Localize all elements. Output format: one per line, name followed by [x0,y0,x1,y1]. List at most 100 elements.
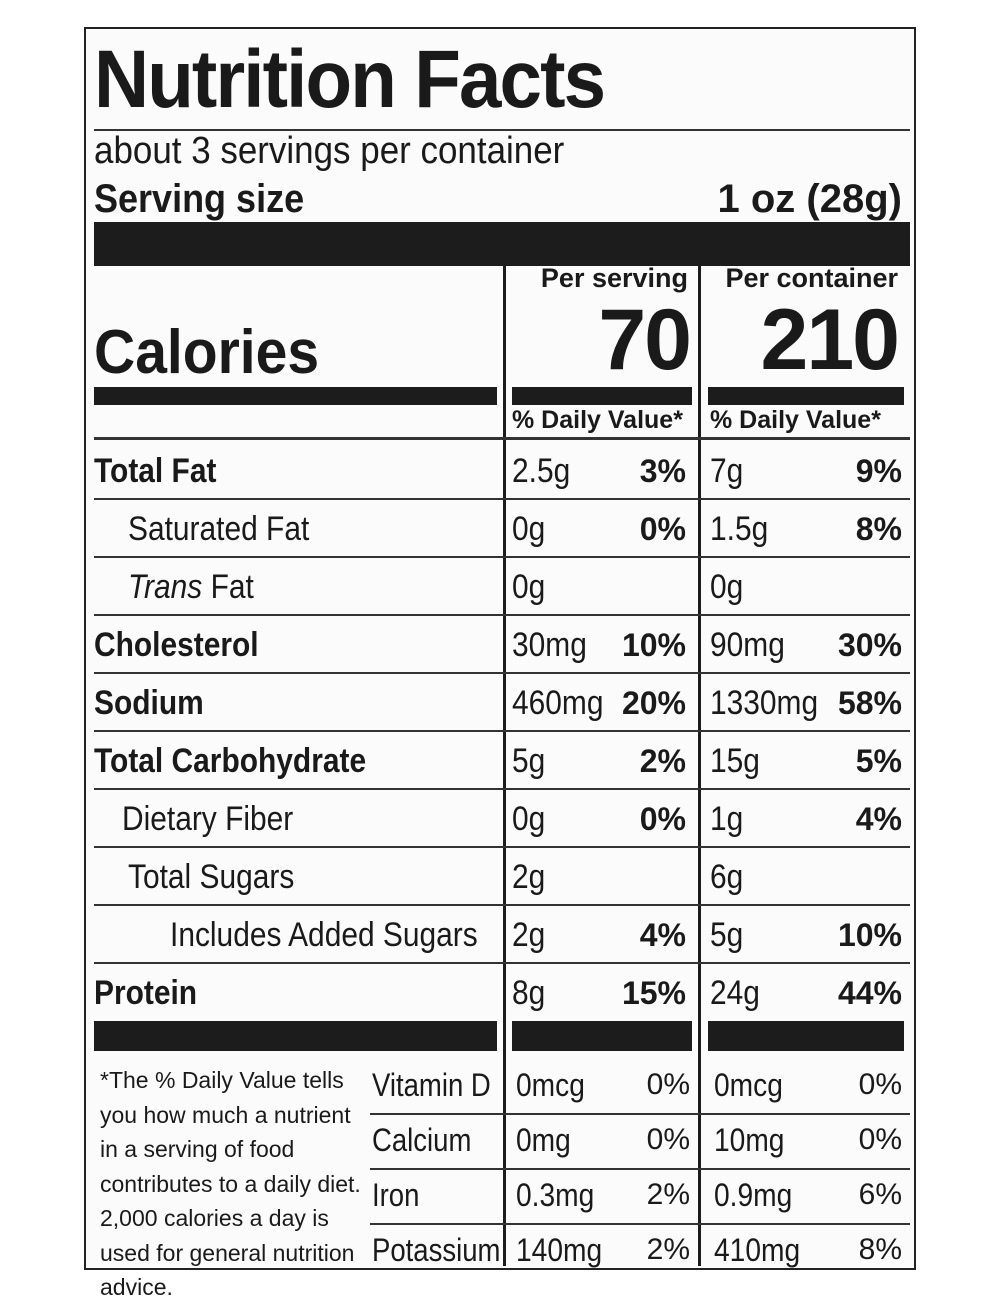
container-daily-value: 58% [837,685,902,721]
serving-amount: 0g [512,510,546,548]
row-divider [94,556,910,558]
nutrient-label: Trans Fat [128,567,254,607]
container-amount: 1g [710,800,744,838]
serving-daily-value: 20% [621,685,686,721]
serving-amount: 30mg [512,626,587,664]
container-daily-value: 30% [837,627,902,663]
serving-amount: 8g [512,974,546,1012]
container-amount: 1.5g [710,510,769,548]
thick-bar-bottom-label [94,1021,497,1051]
nutrient-label: Protein [94,973,197,1013]
vitamin-row-divider [370,1223,910,1225]
calories-per-serving: 70 [598,292,692,388]
thick-bar-top [94,222,910,266]
nutrient-label-text: Dietary Fiber [122,800,294,838]
nutrient-label: Total Carbohydrate [94,741,366,781]
nutrient-label-italic: Trans [128,568,203,606]
container-amount: 0g [710,568,744,606]
nutrient-label: Dietary Fiber [122,799,293,839]
nutrient-label-text: Cholesterol [94,626,259,664]
serving-amount: 2g [512,916,546,954]
vitamin-container-amount: 0mcg [714,1067,783,1103]
vitamin-container-amount: 10mg [714,1122,785,1158]
row-divider [94,730,910,732]
vitamin-serving-daily-value: 2% [646,1178,690,1211]
serving-size-value: 1 oz (28g) [717,177,902,221]
nutrient-label-text: Total Carbohydrate [94,742,367,780]
serving-amount: 5g [512,742,546,780]
nutrition-facts-panel: Nutrition Facts about 3 servings per con… [84,27,916,1300]
nutrient-label: Total Fat [94,451,216,491]
container-amount: 7g [710,452,744,490]
serving-daily-value: 0% [639,801,686,837]
serving-amount: 2g [512,858,546,896]
per-container-header: Per container [725,263,898,293]
dv-header-container: % Daily Value* [710,406,881,434]
container-amount: 15g [710,742,760,780]
nutrient-label-text: Includes Added Sugars [170,916,478,954]
nutrient-label: Cholesterol [94,625,259,665]
nutrient-label: Includes Added Sugars [170,915,478,955]
serving-daily-value: 10% [621,627,686,663]
vitamin-label: Calcium [372,1122,472,1158]
serving-amount: 460mg [512,684,604,722]
nutrient-label-text: Saturated Fat [128,510,310,548]
serving-daily-value: 4% [639,917,686,953]
container-amount: 1330mg [710,684,819,722]
column-separator-left [503,266,506,1266]
container-amount: 5g [710,916,744,954]
dv-header-divider [94,437,910,440]
per-serving-header: Per serving [540,263,688,293]
container-daily-value: 8% [855,511,902,547]
calories-bar-container [708,387,904,405]
serving-amount: 0g [512,800,546,838]
dv-header-serving: % Daily Value* [512,406,683,434]
thick-bar-bottom-container [708,1021,904,1051]
calories-bar-label [94,387,497,405]
vitamin-container-daily-value: 6% [858,1178,902,1211]
vitamin-label: Vitamin D [372,1067,491,1103]
vitamin-serving-amount: 0mcg [516,1067,585,1103]
nutrient-label: Total Sugars [128,857,294,897]
container-daily-value: 9% [855,453,902,489]
vitamin-row-divider [370,1168,910,1170]
servings-per-container: about 3 servings per container [94,130,565,172]
serving-daily-value: 2% [639,743,686,779]
vitamin-container-amount: 410mg [714,1232,801,1268]
row-divider [94,904,910,906]
nutrient-label-text: Protein [94,974,198,1012]
serving-daily-value: 15% [621,975,686,1011]
container-daily-value: 5% [855,743,902,779]
vitamin-serving-daily-value: 2% [646,1233,690,1266]
container-daily-value: 4% [855,801,902,837]
column-separator-right [698,266,701,1266]
row-divider [94,614,910,616]
daily-value-footnote: *The % Daily Value tells you how much a … [100,1067,361,1300]
serving-size-label: Serving size [94,177,305,221]
vitamin-container-daily-value: 0% [858,1123,902,1156]
container-daily-value: 10% [837,917,902,953]
nutrient-label-text: Total Sugars [128,858,295,896]
nutrient-label-text: Fat [202,568,254,606]
vitamin-serving-daily-value: 0% [646,1123,690,1156]
vitamin-row-divider [370,1113,910,1115]
vitamin-container-amount: 0.9mg [714,1177,793,1213]
vitamin-serving-amount: 0mg [516,1122,571,1158]
vitamin-serving-amount: 0.3mg [516,1177,595,1213]
calories-label: Calories [94,318,320,387]
nutrient-label: Sodium [94,683,204,723]
calories-bar-serving [512,387,692,405]
container-daily-value: 44% [837,975,902,1011]
label-title: Nutrition Facts [94,34,606,125]
vitamin-container-daily-value: 0% [858,1068,902,1101]
container-amount: 6g [710,858,744,896]
vitamin-container-daily-value: 8% [858,1233,902,1266]
container-amount: 24g [710,974,760,1012]
row-divider [94,962,910,964]
calories-per-container: 210 [760,292,900,388]
vitamin-label: Potassium [372,1232,501,1268]
row-divider [94,498,910,500]
serving-amount: 2.5g [512,452,571,490]
title-divider [94,129,910,131]
nutrient-label: Saturated Fat [128,509,309,549]
